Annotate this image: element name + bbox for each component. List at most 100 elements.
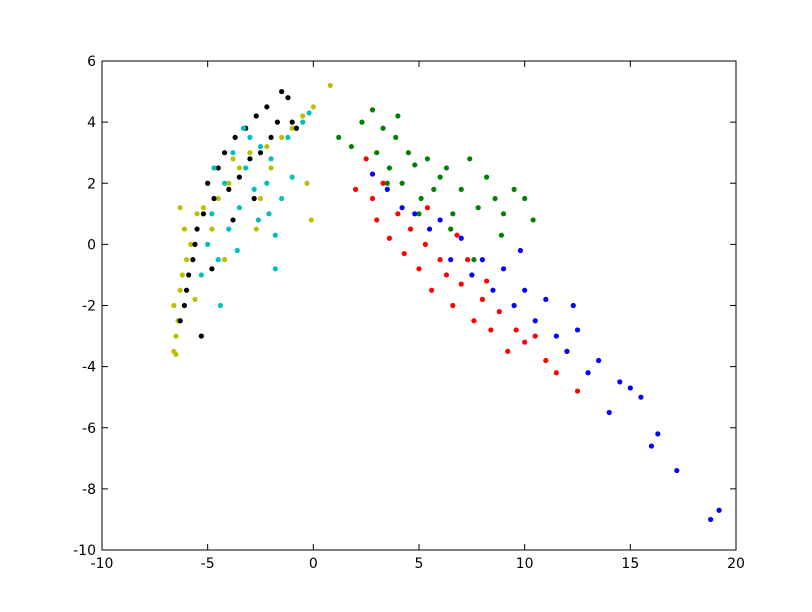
- point: [236, 165, 242, 171]
- point: [638, 394, 644, 400]
- y-tick-label: -6: [82, 421, 96, 437]
- point: [327, 82, 333, 89]
- point: [458, 235, 464, 241]
- point: [574, 388, 581, 394]
- point: [627, 385, 633, 391]
- point: [264, 143, 270, 150]
- point: [279, 195, 285, 202]
- point: [232, 134, 238, 141]
- point: [179, 272, 185, 278]
- point: [221, 180, 228, 186]
- point: [209, 211, 215, 217]
- point: [253, 113, 259, 119]
- point: [585, 370, 591, 376]
- point: [336, 134, 342, 141]
- point: [171, 302, 177, 309]
- point: [522, 195, 528, 202]
- point: [393, 134, 399, 141]
- point: [348, 143, 354, 150]
- point: [395, 211, 401, 217]
- point: [272, 232, 278, 238]
- point: [285, 134, 291, 141]
- point: [708, 516, 714, 523]
- point: [236, 174, 242, 180]
- point: [221, 150, 228, 156]
- point: [289, 119, 295, 125]
- point: [479, 257, 485, 263]
- point: [177, 287, 183, 293]
- point: [264, 104, 270, 110]
- point: [264, 180, 270, 186]
- x-tick-label: 0: [309, 556, 318, 572]
- point: [353, 186, 359, 192]
- point: [177, 205, 183, 211]
- point: [181, 226, 188, 232]
- point: [492, 195, 498, 202]
- point: [230, 217, 236, 223]
- point: [553, 333, 559, 339]
- point: [467, 156, 473, 162]
- point: [230, 156, 236, 162]
- point: [205, 241, 211, 247]
- point: [570, 302, 576, 309]
- y-tick-label: -2: [82, 299, 96, 315]
- point: [198, 333, 204, 339]
- point: [272, 266, 278, 272]
- point: [422, 241, 428, 247]
- y-tick-label: 4: [87, 115, 96, 131]
- point: [448, 257, 454, 263]
- point: [293, 125, 300, 131]
- point: [192, 241, 198, 247]
- point: [437, 174, 443, 180]
- point: [471, 257, 477, 263]
- point: [674, 467, 680, 474]
- point: [226, 180, 232, 186]
- point: [424, 205, 431, 211]
- point: [300, 113, 306, 119]
- point: [437, 257, 443, 263]
- point: [198, 272, 204, 278]
- point: [431, 186, 437, 192]
- point: [221, 257, 228, 263]
- point: [200, 205, 207, 211]
- point: [479, 296, 485, 302]
- point: [188, 241, 194, 247]
- point: [177, 318, 183, 324]
- x-tick-label: -5: [201, 556, 215, 572]
- point: [490, 287, 496, 293]
- point: [247, 150, 253, 156]
- point: [173, 333, 179, 339]
- point: [183, 287, 190, 293]
- point: [251, 186, 257, 192]
- point: [310, 104, 316, 110]
- point: [471, 318, 477, 324]
- point: [418, 195, 424, 202]
- y-tick-label: -4: [82, 360, 96, 376]
- point: [505, 348, 511, 354]
- point: [511, 186, 517, 192]
- point: [412, 211, 418, 217]
- point: [251, 195, 257, 202]
- point: [257, 195, 264, 202]
- point: [247, 134, 253, 141]
- point: [469, 272, 475, 278]
- y-tick-label: -8: [82, 482, 96, 498]
- point: [416, 211, 422, 217]
- point: [429, 287, 435, 293]
- point: [211, 165, 217, 171]
- point: [522, 287, 528, 293]
- point: [274, 119, 281, 125]
- point: [458, 186, 464, 192]
- point: [268, 134, 274, 141]
- point: [596, 357, 602, 364]
- point: [458, 281, 464, 287]
- point: [209, 226, 215, 232]
- point: [530, 217, 536, 223]
- x-tick-label: 10: [516, 556, 534, 572]
- point: [279, 88, 285, 95]
- point: [192, 296, 198, 302]
- point: [289, 125, 295, 131]
- point: [374, 150, 380, 156]
